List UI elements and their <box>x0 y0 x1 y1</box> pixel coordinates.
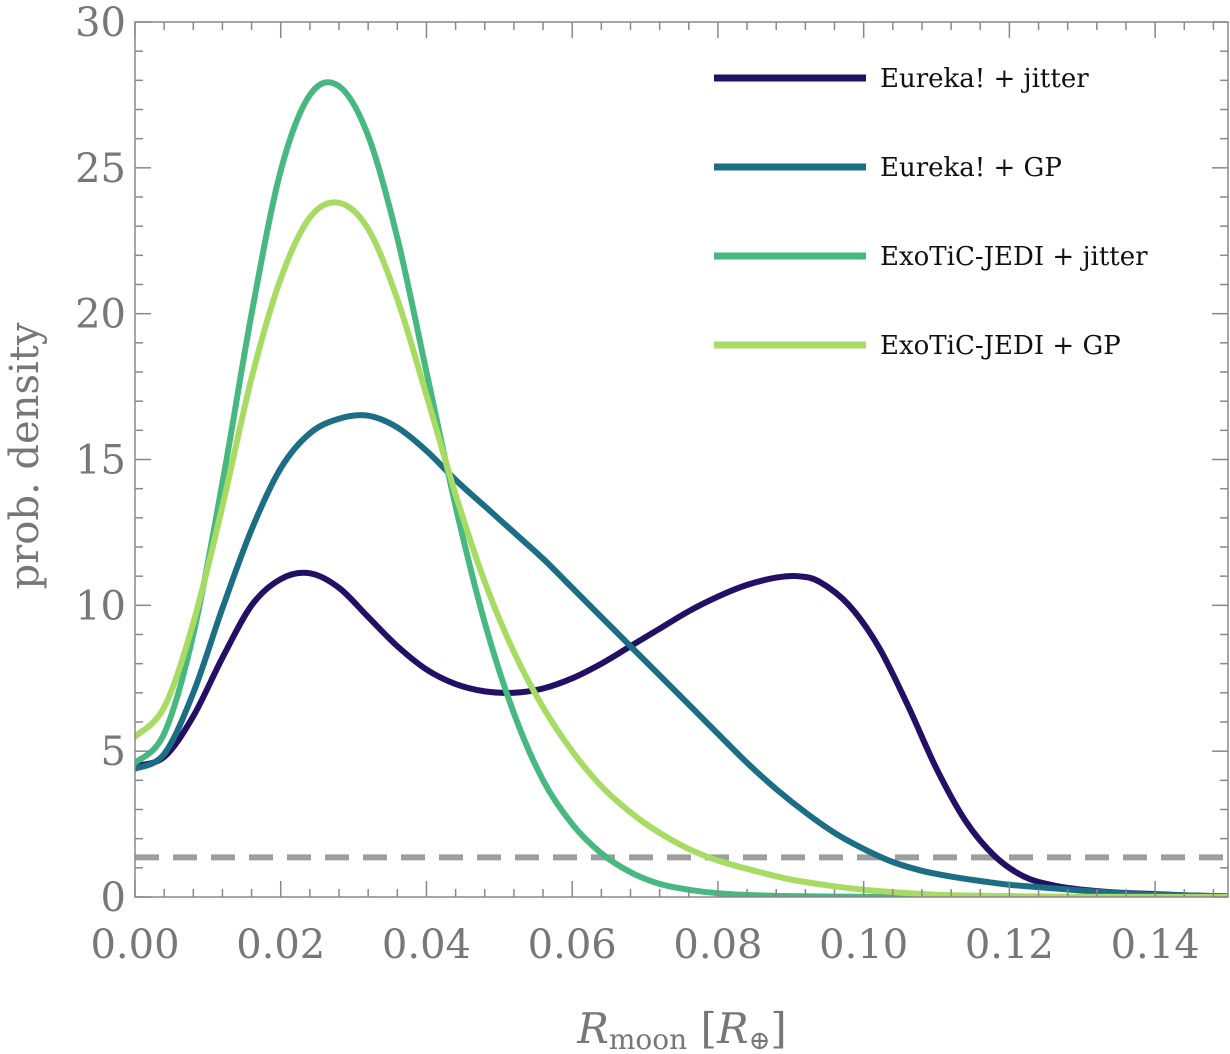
x-tick-label: 0.12 <box>965 922 1054 968</box>
x-axis-label-unit-main: R <box>716 1004 749 1053</box>
series-line-4 <box>135 199 1228 897</box>
x-axis-label-unit-open: [ <box>687 1004 717 1053</box>
y-tick-label: 0 <box>101 875 126 921</box>
legend-label-2: Eureka! + GP <box>880 153 1062 183</box>
x-tick-label: 0.04 <box>382 922 471 968</box>
y-tick-label: 30 <box>75 0 126 46</box>
y-tick-label: 20 <box>75 292 126 338</box>
plot-border <box>134 21 1229 898</box>
x-tick-label: 0.02 <box>236 922 325 968</box>
y-tick-label: 5 <box>101 729 126 775</box>
x-axis-label-sub: moon <box>609 1023 687 1054</box>
series-layer <box>135 79 1228 897</box>
x-tick-label: 0.14 <box>1111 922 1200 968</box>
legend-label-3: ExoTiC-JEDI + jitter <box>880 242 1148 272</box>
y-axis-label: prob. density <box>2 322 48 589</box>
x-axis-label: Rmoon [R⊕] <box>576 1004 787 1054</box>
tick-labels: 0.00 0.02 0.04 0.06 0.08 0.10 0.12 0.14 0 5 10 15 20… <box>75 0 1200 968</box>
y-tick-label: 25 <box>75 146 126 192</box>
series-line-1 <box>135 569 1228 897</box>
x-tick-label: 0.10 <box>819 922 908 968</box>
y-tick-label: 15 <box>75 438 126 484</box>
y-tick-label: 10 <box>75 583 126 629</box>
plot-frame <box>134 21 1229 898</box>
x-tick-label: 0.06 <box>528 922 617 968</box>
series-line-2 <box>135 412 1228 897</box>
x-axis-label-unit-sub: ⊕ <box>749 1026 771 1054</box>
legend: Eureka! + jitter Eureka! + GP ExoTiC-JEDI … <box>714 64 1148 361</box>
x-tick-label: 0.08 <box>673 922 762 968</box>
x-axis-label-main: R <box>576 1004 609 1053</box>
series-line-3 <box>135 79 1228 897</box>
x-axis-label-unit-close: ] <box>770 1004 786 1053</box>
legend-label-4: ExoTiC-JEDI + GP <box>880 331 1121 361</box>
legend-label-1: Eureka! + jitter <box>880 64 1089 94</box>
x-tick-label: 0.00 <box>90 922 179 968</box>
